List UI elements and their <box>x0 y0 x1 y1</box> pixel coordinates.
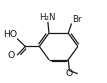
Text: H₂N: H₂N <box>39 13 55 22</box>
Text: Br: Br <box>72 15 81 24</box>
Text: HO: HO <box>3 30 17 39</box>
Text: O: O <box>66 69 73 78</box>
Text: O: O <box>8 51 15 60</box>
